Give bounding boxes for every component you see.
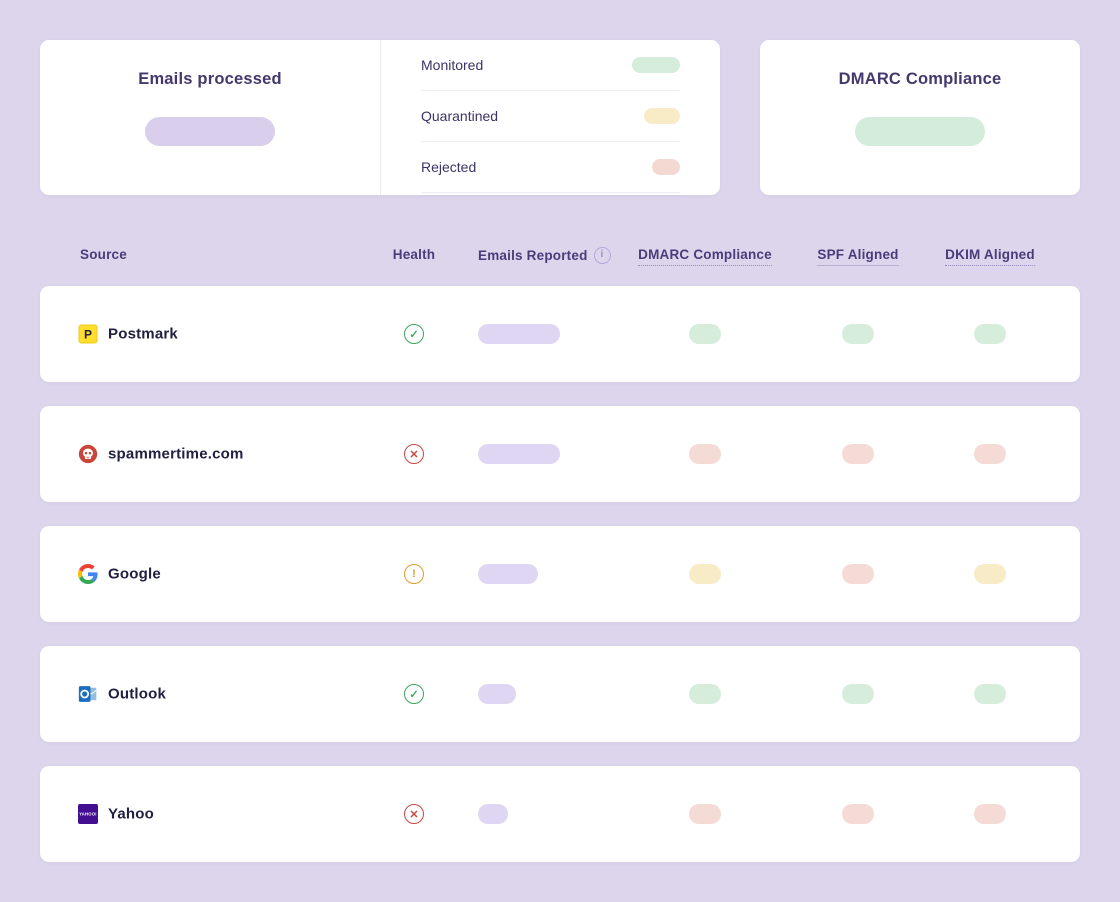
table-row[interactable]: Google ! bbox=[40, 526, 1080, 622]
source-icon-slot bbox=[78, 684, 98, 704]
source-rows: P Postmark ✓ spammertime.com ✕ Google ! bbox=[40, 286, 1080, 862]
yahoo-icon: YAHOO! bbox=[78, 804, 98, 824]
legend-row: Quarantined bbox=[421, 91, 680, 142]
postmark-icon: P bbox=[78, 324, 98, 344]
source-icon-slot bbox=[78, 564, 98, 584]
column-header-dmarc-compliance[interactable]: DMARC Compliance bbox=[638, 247, 772, 266]
dmarc-compliance-title: DMARC Compliance bbox=[838, 70, 1002, 88]
google-icon bbox=[78, 564, 98, 584]
emails-reported-label: Emails Reported bbox=[478, 248, 588, 263]
dkim-aligned-pill bbox=[974, 804, 1006, 824]
column-header-spf-aligned[interactable]: SPF Aligned bbox=[817, 247, 899, 266]
spf-aligned-pill bbox=[842, 684, 874, 704]
emails-processed-value-placeholder bbox=[145, 117, 275, 146]
legend-label: Quarantined bbox=[421, 108, 499, 124]
legend-label: Monitored bbox=[421, 57, 484, 73]
source-icon-slot: YAHOO! bbox=[78, 804, 98, 824]
dkim-aligned-pill bbox=[974, 684, 1006, 704]
legend-value-pill bbox=[632, 57, 680, 73]
svg-text:YAHOO!: YAHOO! bbox=[79, 812, 97, 817]
info-icon[interactable]: i bbox=[593, 247, 611, 264]
legend: Monitored Quarantined Rejected bbox=[381, 40, 720, 195]
table-header: Source Health Emails Reported i DMARC Co… bbox=[0, 247, 1120, 271]
source-label: spammertime.com bbox=[108, 445, 244, 463]
column-header-emails-reported: Emails Reported i bbox=[478, 247, 611, 264]
column-header-dkim-aligned[interactable]: DKIM Aligned bbox=[945, 247, 1035, 266]
spf-aligned-pill bbox=[842, 804, 874, 824]
source-label: Google bbox=[108, 565, 161, 583]
skull-icon bbox=[78, 444, 98, 464]
dmarc-compliance-pill bbox=[689, 564, 721, 584]
legend-value-pill bbox=[652, 159, 680, 175]
dmarc-compliance-value-placeholder bbox=[855, 117, 985, 146]
vertical-divider bbox=[380, 40, 381, 195]
dmarc-compliance-pill bbox=[689, 324, 721, 344]
health-status-icon: ✕ bbox=[404, 444, 424, 464]
dkim-aligned-pill bbox=[974, 444, 1006, 464]
emails-reported-pill bbox=[478, 564, 538, 584]
spf-aligned-pill bbox=[842, 324, 874, 344]
health-status-icon: ✓ bbox=[404, 684, 424, 704]
svg-text:P: P bbox=[84, 328, 92, 342]
source-label: Outlook bbox=[108, 685, 167, 703]
source-icon-slot: P bbox=[78, 324, 98, 344]
table-row[interactable]: spammertime.com ✕ bbox=[40, 406, 1080, 502]
health-status-icon: ✓ bbox=[404, 324, 424, 344]
emails-reported-pill bbox=[478, 324, 560, 344]
source-icon-slot bbox=[78, 444, 98, 464]
source-label: Yahoo bbox=[108, 805, 155, 823]
health-status-icon: ✕ bbox=[404, 804, 424, 824]
emails-processed-card: Emails processed Monitored Quarantined R… bbox=[40, 40, 720, 195]
emails-reported-pill bbox=[478, 684, 516, 704]
table-row[interactable]: P Postmark ✓ bbox=[40, 286, 1080, 382]
legend-row: Monitored bbox=[421, 40, 680, 91]
dmarc-compliance-pill bbox=[689, 804, 721, 824]
spf-aligned-pill bbox=[842, 444, 874, 464]
emails-processed-section: Emails processed bbox=[40, 40, 380, 195]
spf-aligned-pill bbox=[842, 564, 874, 584]
dkim-aligned-pill bbox=[974, 564, 1006, 584]
column-header-source: Source bbox=[80, 247, 127, 262]
dmarc-compliance-card: DMARC Compliance bbox=[760, 40, 1080, 195]
table-row[interactable]: Outlook ✓ bbox=[40, 646, 1080, 742]
emails-reported-pill bbox=[478, 444, 560, 464]
health-status-icon: ! bbox=[404, 564, 424, 584]
dkim-aligned-pill bbox=[974, 324, 1006, 344]
legend-label: Rejected bbox=[421, 159, 477, 175]
column-header-health: Health bbox=[392, 247, 436, 262]
emails-processed-title: Emails processed bbox=[138, 70, 282, 88]
dmarc-compliance-pill bbox=[689, 684, 721, 704]
source-label: Postmark bbox=[108, 325, 178, 343]
table-row[interactable]: YAHOO! Yahoo ✕ bbox=[40, 766, 1080, 862]
legend-value-pill bbox=[644, 108, 680, 124]
dmarc-compliance-pill bbox=[689, 444, 721, 464]
legend-row: Rejected bbox=[421, 142, 680, 193]
emails-reported-pill bbox=[478, 804, 508, 824]
outlook-icon bbox=[78, 686, 97, 702]
